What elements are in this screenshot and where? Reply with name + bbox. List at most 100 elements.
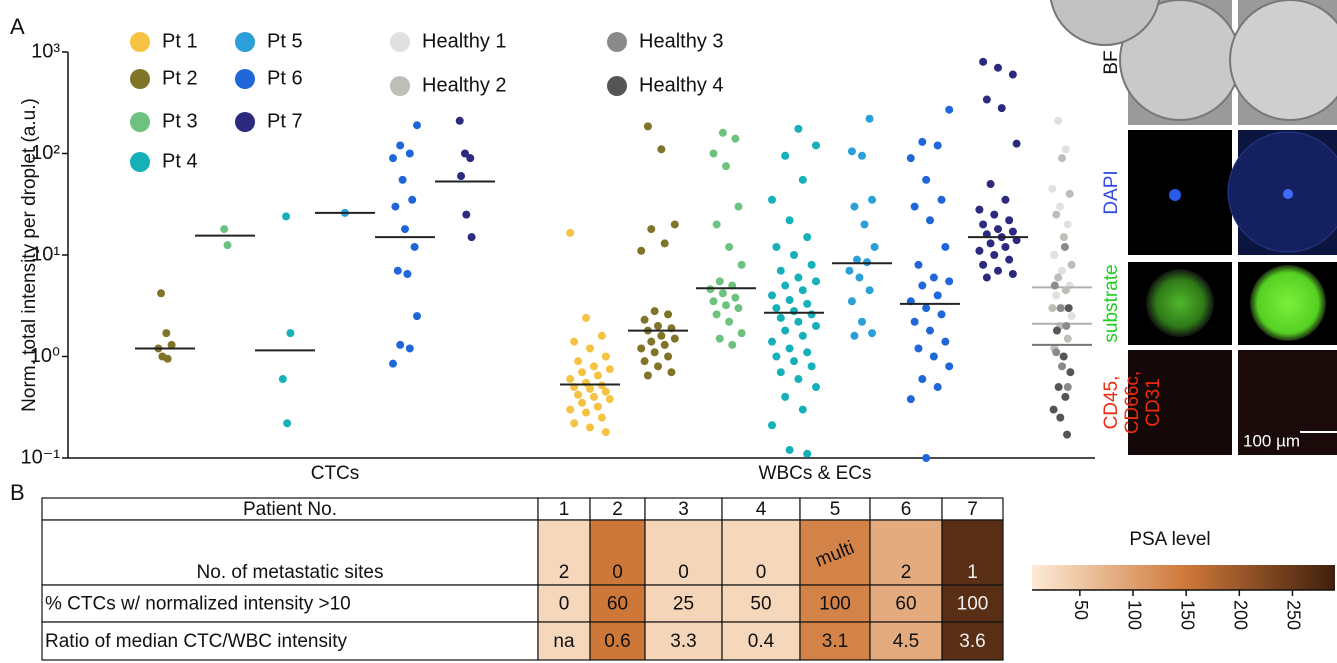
data-point [918,282,926,290]
colorbar-tick-label: 100 [1124,600,1144,630]
data-point [1050,406,1058,414]
data-point [722,301,730,309]
data-point [863,258,871,266]
data-point [671,220,679,228]
data-point [922,176,930,184]
micrographs: 100 µm [1050,0,1337,455]
data-point [794,125,802,133]
data-point [998,104,1006,112]
data-point [777,314,785,322]
table-value: 60 [895,594,916,615]
data-point [781,393,789,401]
data-point [1062,145,1070,153]
data-point [664,353,672,361]
image-nucleus [1283,189,1293,199]
legend-label: Pt 3 [162,110,198,132]
data-point [586,385,594,393]
data-point [1001,243,1009,251]
data-point [282,212,290,220]
data-point [719,289,727,297]
legend-marker [607,32,627,52]
data-point [710,297,718,305]
table-value: 2 [901,562,912,583]
data-point [734,304,742,312]
data-point [651,307,659,315]
data-point [713,220,721,228]
data-point [1060,233,1068,241]
data-point [918,138,926,146]
data-point [657,145,665,153]
data-point [934,383,942,391]
data-point [1063,431,1071,439]
legend-label: Healthy 4 [639,74,724,96]
data-point [719,129,727,137]
data-point [716,277,724,285]
data-point [1061,393,1069,401]
table-value: 0.4 [748,631,775,652]
data-point [1052,211,1060,219]
data-point [781,327,789,335]
data-point [803,233,811,241]
data-point [1009,71,1017,79]
data-point [808,362,816,370]
table-value: 3.3 [670,631,696,652]
data-point [468,233,476,241]
data-point [1057,304,1065,312]
data-point [990,251,998,259]
table-value: 4.5 [893,631,919,652]
data-point [930,274,938,282]
data-point [570,338,578,346]
table-header: Patient No. [243,499,337,520]
table-value: 50 [750,594,771,615]
data-point [848,297,856,305]
data-point [926,216,934,224]
y-tick-label: 10² [31,142,60,164]
data-point [1064,335,1072,343]
data-point [586,423,594,431]
data-point [279,375,287,383]
data-point [738,329,746,337]
data-point [979,58,987,66]
data-point [566,229,574,237]
data-point [598,414,606,422]
data-point [979,220,987,228]
data-point [918,375,926,383]
legend-label: Healthy 2 [422,74,507,96]
colorbar-tick-label: 200 [1231,600,1251,630]
data-point [1060,353,1068,361]
data-point [394,267,402,275]
data-point [606,365,614,373]
data-point [866,286,874,294]
data-point [466,154,474,162]
data-point [725,243,733,251]
data-point [283,419,291,427]
data-point [644,371,652,379]
data-point [907,395,915,403]
table-value: 25 [673,594,694,615]
colorbar-tick-label: 150 [1177,600,1197,630]
data-point [1051,282,1059,290]
data-point [713,310,721,318]
data-point [406,344,414,352]
data-point [664,310,672,318]
data-point [945,106,953,114]
legend-label: Healthy 1 [422,30,507,52]
scale-bar-label: 100 µm [1243,431,1300,450]
legend-label: Pt 7 [267,110,303,132]
data-point [1058,362,1066,370]
data-point [975,247,983,255]
channel-label: CD31 [1143,378,1164,427]
data-point [914,344,922,352]
colorbar [1032,565,1335,590]
legend-marker [607,76,627,96]
data-point [162,329,170,337]
data-point [594,371,602,379]
data-point [157,289,165,297]
data-point [786,344,794,352]
data-point [812,277,820,285]
data-point [722,162,730,170]
data-point [220,225,228,233]
data-point [602,428,610,436]
data-point [586,344,594,352]
image-nucleus [1169,189,1181,201]
